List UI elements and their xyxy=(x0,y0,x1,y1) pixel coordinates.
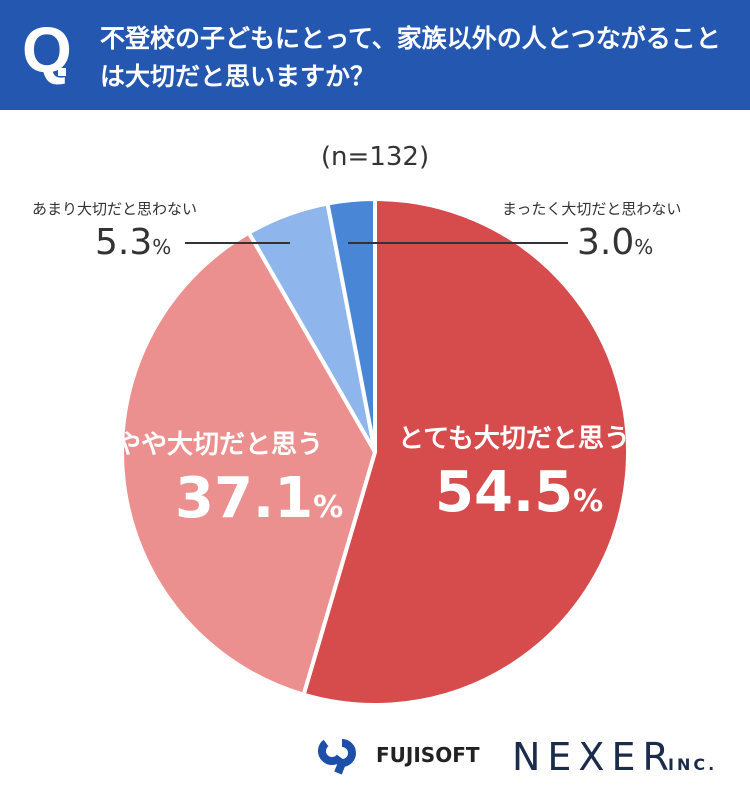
q-dot xyxy=(58,68,66,76)
slice-label-2: やや大切だと思う xyxy=(115,430,324,460)
slice-value-1: 54.5% xyxy=(435,460,604,525)
question-header: Q 不登校の子どもにとって、家族以外の人とつながることは大切だと思いますか？ xyxy=(0,0,750,110)
sample-size: (n=132) xyxy=(320,142,430,172)
slice-value-4: 3.0% xyxy=(577,222,654,263)
fujisoft-logo xyxy=(318,737,364,785)
slice-label-4: まったく大切だと思わない xyxy=(502,200,682,218)
nexer-suffix: INC. xyxy=(668,755,718,774)
pie-slice-4 xyxy=(325,196,377,453)
slice-label-1: とても大切だと思う xyxy=(398,424,630,454)
slice-value-3: 5.3% xyxy=(95,222,172,263)
slice-value-2: 37.1% xyxy=(175,466,344,531)
pie-slice-1 xyxy=(301,196,630,707)
fujisoft-text: FUJISOFT xyxy=(376,743,480,767)
question-title: 不登校の子どもにとって、家族以外の人とつながることは大切だと思いますか？ xyxy=(100,24,721,91)
fujisoft-mark-icon xyxy=(318,739,356,775)
pie-slice-2 xyxy=(120,229,378,698)
nexer-text: NEXER xyxy=(512,735,676,779)
slice-label-3: あまり大切だと思わない xyxy=(32,200,198,218)
